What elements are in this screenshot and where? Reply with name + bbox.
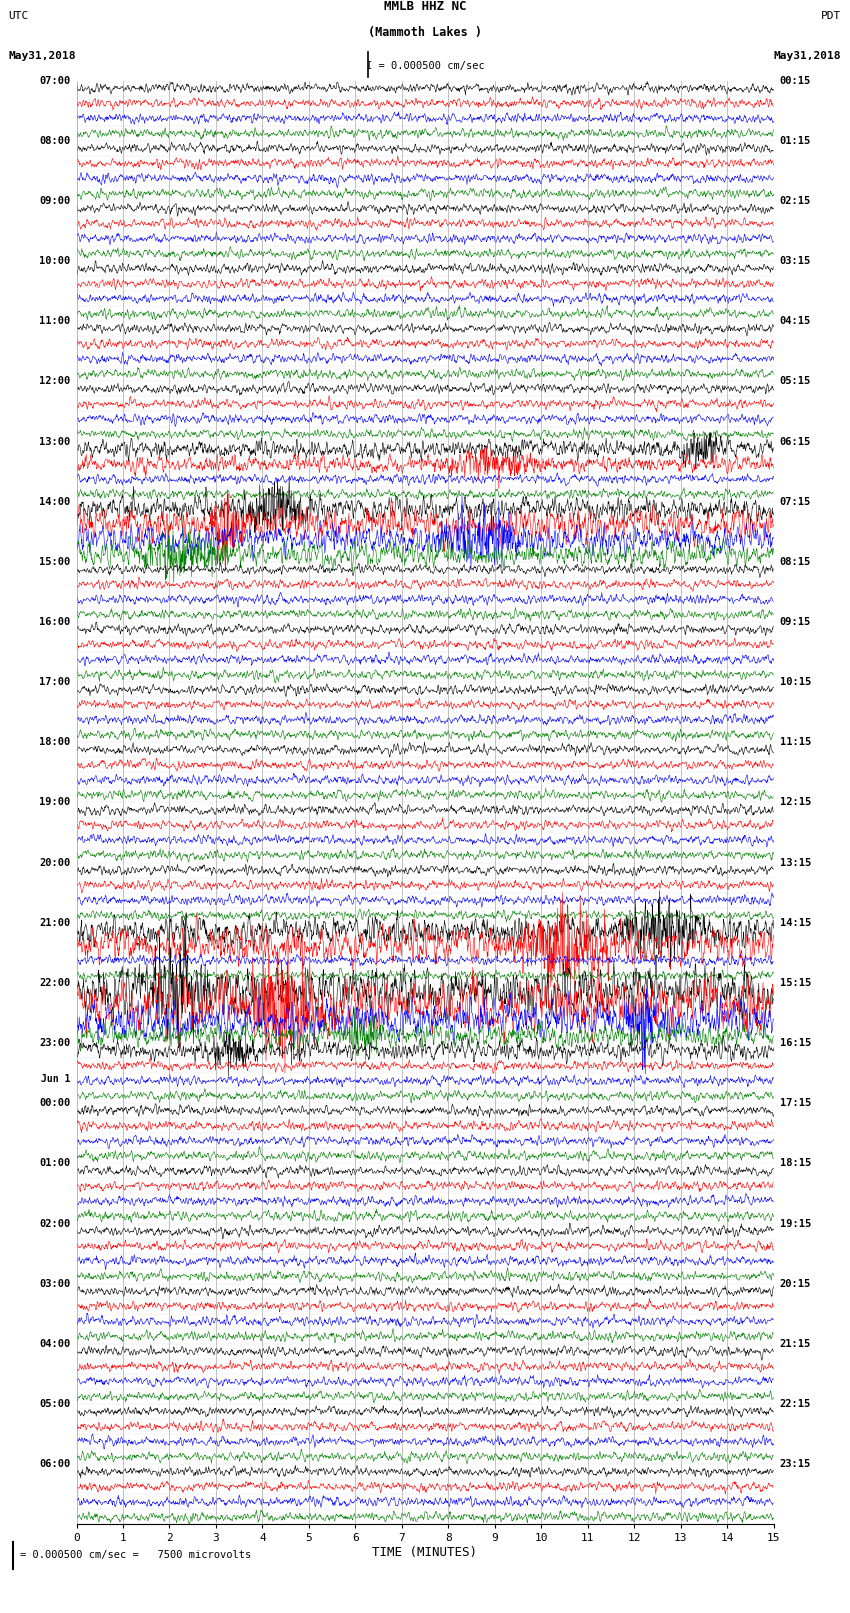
Text: 01:00: 01:00	[39, 1158, 71, 1168]
Text: 01:15: 01:15	[779, 135, 811, 145]
Text: 02:00: 02:00	[39, 1218, 71, 1229]
Text: 06:15: 06:15	[779, 437, 811, 447]
Text: 13:15: 13:15	[779, 858, 811, 868]
Text: 13:00: 13:00	[39, 437, 71, 447]
Text: 04:00: 04:00	[39, 1339, 71, 1348]
Text: 21:00: 21:00	[39, 918, 71, 927]
Text: 10:00: 10:00	[39, 256, 71, 266]
Text: 11:15: 11:15	[779, 737, 811, 747]
Text: I = 0.000500 cm/sec: I = 0.000500 cm/sec	[366, 61, 484, 71]
Text: May31,2018: May31,2018	[774, 52, 842, 61]
Text: (Mammoth Lakes ): (Mammoth Lakes )	[368, 26, 482, 39]
Text: 15:15: 15:15	[779, 977, 811, 987]
Text: 02:15: 02:15	[779, 195, 811, 206]
Text: 12:00: 12:00	[39, 376, 71, 387]
X-axis label: TIME (MINUTES): TIME (MINUTES)	[372, 1547, 478, 1560]
Text: MMLB HHZ NC: MMLB HHZ NC	[383, 0, 467, 13]
Text: 09:00: 09:00	[39, 195, 71, 206]
Text: 22:00: 22:00	[39, 977, 71, 987]
Text: 19:15: 19:15	[779, 1218, 811, 1229]
Text: 16:00: 16:00	[39, 618, 71, 627]
Text: 23:00: 23:00	[39, 1039, 71, 1048]
Text: 16:15: 16:15	[779, 1039, 811, 1048]
Text: 17:00: 17:00	[39, 677, 71, 687]
Text: Jun 1: Jun 1	[41, 1074, 71, 1084]
Text: 08:00: 08:00	[39, 135, 71, 145]
Text: 07:15: 07:15	[779, 497, 811, 506]
Text: 15:00: 15:00	[39, 556, 71, 566]
Text: 23:15: 23:15	[779, 1460, 811, 1469]
Text: 11:00: 11:00	[39, 316, 71, 326]
Text: 20:00: 20:00	[39, 858, 71, 868]
Text: 18:15: 18:15	[779, 1158, 811, 1168]
Text: 21:15: 21:15	[779, 1339, 811, 1348]
Text: UTC: UTC	[8, 11, 29, 21]
Text: 08:15: 08:15	[779, 556, 811, 566]
Text: 14:00: 14:00	[39, 497, 71, 506]
Text: 19:00: 19:00	[39, 797, 71, 808]
Text: 00:00: 00:00	[39, 1098, 71, 1108]
Text: 14:15: 14:15	[779, 918, 811, 927]
Text: PDT: PDT	[821, 11, 842, 21]
Text: 09:15: 09:15	[779, 618, 811, 627]
Text: 22:15: 22:15	[779, 1398, 811, 1410]
Text: 10:15: 10:15	[779, 677, 811, 687]
Text: 12:15: 12:15	[779, 797, 811, 808]
Text: 04:15: 04:15	[779, 316, 811, 326]
Text: 07:00: 07:00	[39, 76, 71, 85]
Text: = 0.000500 cm/sec =   7500 microvolts: = 0.000500 cm/sec = 7500 microvolts	[20, 1550, 251, 1560]
Text: 03:00: 03:00	[39, 1279, 71, 1289]
Text: 00:15: 00:15	[779, 76, 811, 85]
Text: 03:15: 03:15	[779, 256, 811, 266]
Text: 05:15: 05:15	[779, 376, 811, 387]
Text: May31,2018: May31,2018	[8, 52, 76, 61]
Text: 05:00: 05:00	[39, 1398, 71, 1410]
Text: 18:00: 18:00	[39, 737, 71, 747]
Text: 06:00: 06:00	[39, 1460, 71, 1469]
Text: 20:15: 20:15	[779, 1279, 811, 1289]
Text: 17:15: 17:15	[779, 1098, 811, 1108]
